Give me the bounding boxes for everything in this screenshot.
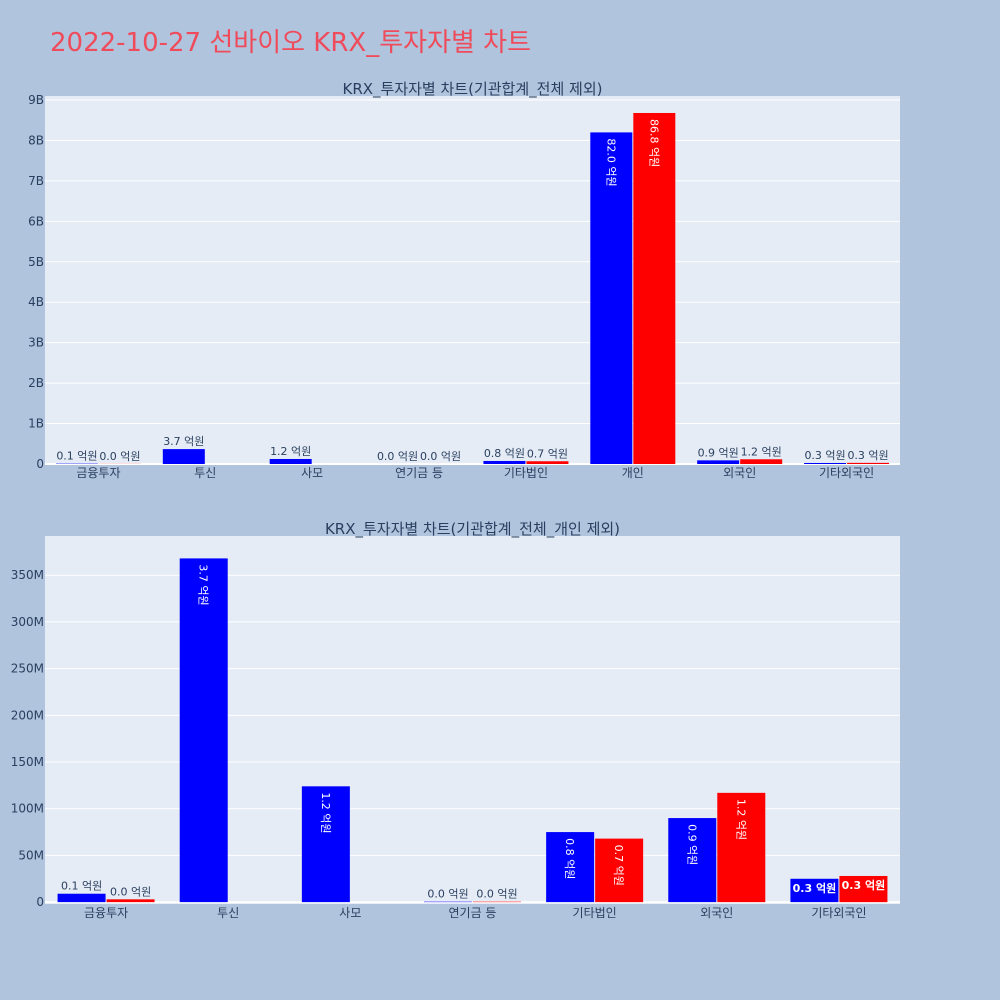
data-label: 1.2 억원: [734, 799, 747, 840]
data-label: 0.0 억원: [110, 885, 151, 898]
x-tick-label: 기타법인: [573, 906, 617, 920]
data-label: 0.0 억원: [377, 450, 418, 463]
y-tick-label: 2B: [28, 376, 44, 390]
data-label: 0.9 억원: [698, 446, 739, 459]
data-label: 0.1 억원: [56, 450, 97, 463]
data-label: 1.2 억원: [741, 445, 782, 458]
y-tick-label: 0: [36, 895, 44, 909]
bar-buy: [546, 832, 595, 903]
x-tick-label: 연기금 등: [395, 466, 443, 480]
plot-area: [45, 536, 900, 904]
y-tick-label: 6B: [28, 214, 44, 228]
data-label: 0.8 억원: [563, 838, 576, 879]
data-label: 3.7 억원: [163, 435, 204, 448]
data-label: 0.9 억원: [685, 824, 698, 865]
y-tick-label: 150M: [11, 755, 44, 769]
bar-buy: [668, 818, 717, 903]
y-tick-label: 1B: [28, 417, 44, 431]
bar-buy: [269, 458, 312, 464]
y-tick-label: 7B: [28, 174, 44, 188]
x-tick-label: 금융투자: [76, 466, 120, 480]
y-tick-label: 4B: [28, 295, 44, 309]
y-tick-label: 9B: [28, 93, 44, 107]
data-label: 0.3 억원: [847, 449, 888, 462]
bar-sell: [839, 875, 888, 903]
bar-buy: [301, 786, 350, 903]
chart-title: KRX_투자자별 차트(기관합계_전체 제외): [343, 80, 603, 99]
x-tick-label: 사모: [339, 906, 361, 920]
data-label: 0.0 억원: [476, 888, 517, 901]
bar-buy: [790, 878, 839, 903]
data-label: 0.3 억원: [842, 878, 886, 892]
data-label: 3.7 억원: [197, 564, 210, 605]
bar-sell: [595, 838, 644, 903]
data-label: 0.0 억원: [427, 888, 468, 901]
bar-buy: [697, 460, 740, 464]
data-label: 1.2 억원: [319, 792, 332, 833]
data-label: 0.0 억원: [420, 450, 461, 463]
y-tick-label: 300M: [11, 615, 44, 629]
data-label: 82.0 억원: [604, 138, 617, 186]
y-tick-label: 250M: [11, 662, 44, 676]
data-label: 0.8 억원: [484, 447, 525, 460]
y-tick-label: 0: [36, 457, 44, 471]
bar-sell: [526, 461, 569, 464]
x-tick-label: 외국인: [700, 906, 733, 920]
y-tick-label: 50M: [18, 848, 44, 862]
x-tick-label: 기타법인: [504, 466, 548, 480]
data-label: 0.7 억원: [612, 845, 625, 886]
bar-sell: [847, 462, 890, 464]
y-tick-label: 350M: [11, 568, 44, 582]
x-tick-label: 연기금 등: [449, 906, 497, 920]
data-label: 0.0 억원: [99, 450, 140, 463]
x-tick-label: 사모: [301, 466, 323, 480]
y-tick-label: 5B: [28, 255, 44, 269]
bar-sell: [740, 459, 783, 464]
chart-title: KRX_투자자별 차트(기관합계_전체_개인 제외): [325, 520, 620, 539]
bar-buy: [179, 558, 228, 903]
x-tick-label: 투신: [194, 466, 216, 480]
bar-sell: [106, 899, 155, 903]
chart-krx-excl-institution-total: 0 1B 2B 3B 4B 5B 6B 7B 8B 9B KRX_투자자별 차트(기관합계_전체 제…: [28, 80, 900, 480]
y-tick-label: 100M: [11, 802, 44, 816]
bar-buy: [162, 449, 205, 464]
bar-buy: [804, 462, 847, 464]
data-label: 0.1 억원: [61, 880, 102, 893]
y-tick-label: 3B: [28, 336, 44, 350]
x-tick-label: 기타외국인: [819, 466, 874, 480]
x-tick-label: 투신: [217, 906, 239, 920]
x-tick-label: 금융투자: [84, 906, 128, 920]
page-title: 2022-10-27 선바이오 KRX_투자자별 차트: [50, 28, 532, 58]
bar-buy: [483, 460, 526, 464]
data-label: 0.3 억원: [804, 449, 845, 462]
y-tick-label: 200M: [11, 708, 44, 722]
data-label: 86.8 억원: [647, 119, 660, 167]
bar-sell: [717, 792, 766, 903]
x-tick-label: 기타외국인: [811, 906, 866, 920]
data-label: 1.2 억원: [270, 445, 311, 458]
plot-area: [45, 96, 900, 464]
data-label: 0.7 억원: [527, 447, 568, 460]
x-tick-label: 개인: [622, 466, 644, 480]
bar-buy: [57, 893, 106, 903]
bar-sell: [633, 112, 676, 464]
y-tick-label: 8B: [28, 133, 44, 147]
bar-buy: [590, 132, 633, 464]
data-label: 0.3 억원: [793, 881, 837, 895]
x-tick-label: 외국인: [723, 466, 756, 480]
